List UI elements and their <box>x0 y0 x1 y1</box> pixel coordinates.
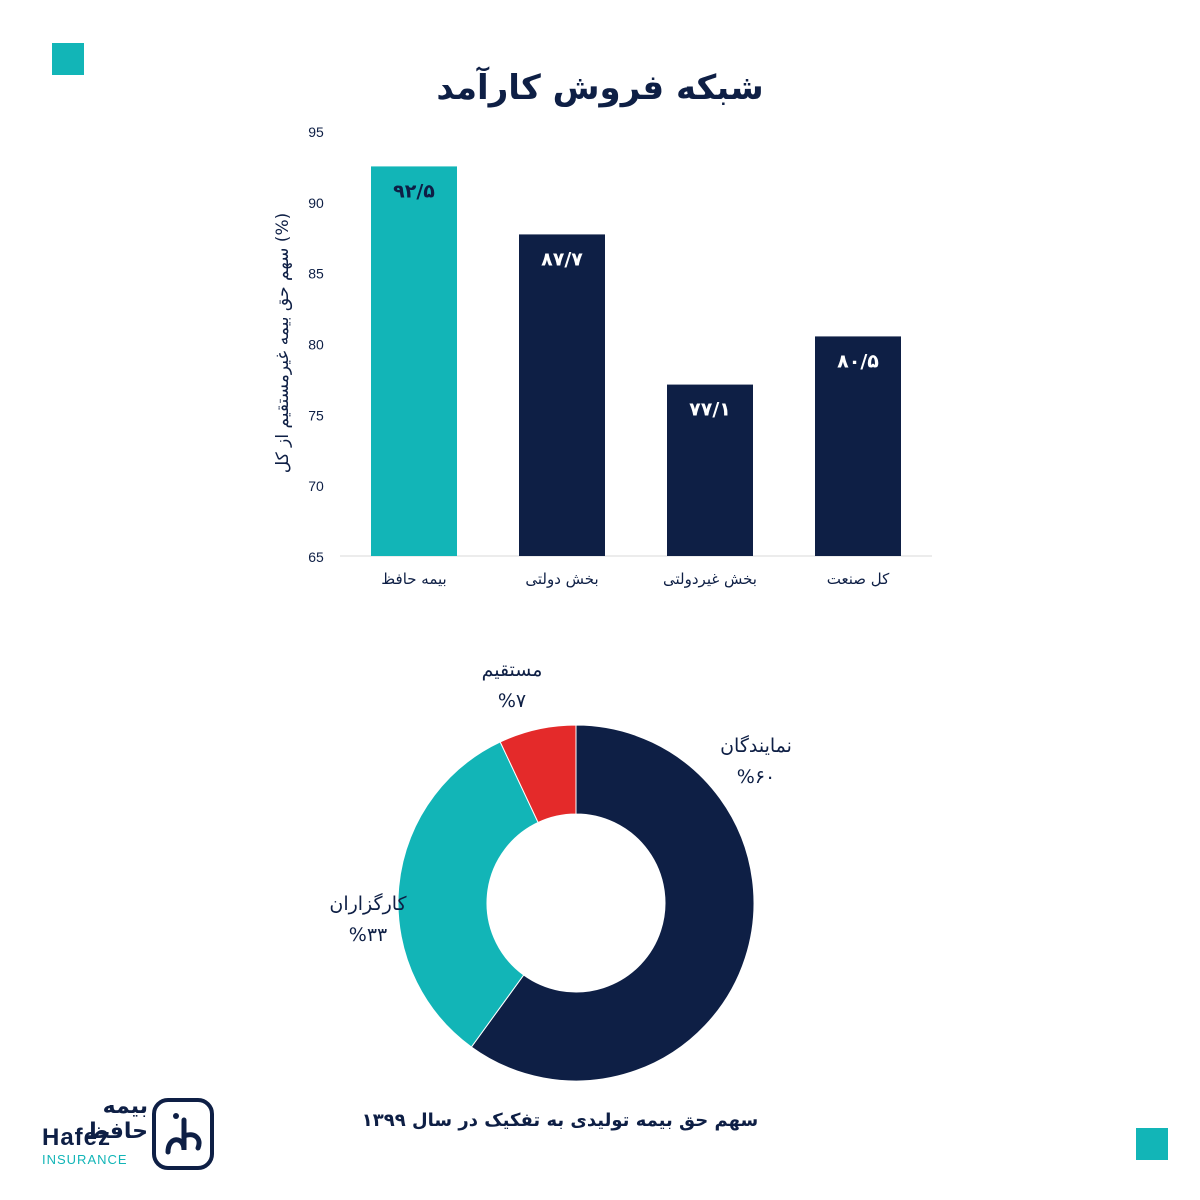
slice-label: مستقیم <box>482 659 543 681</box>
y-tick-label: 75 <box>308 407 324 423</box>
x-tick-label: کل صنعت <box>827 570 890 588</box>
donut-caption: سهم حق بیمه تولیدی به تفکیک در سال ۱۳۹۹ <box>361 1110 759 1131</box>
bar-data-label: ۸۰/۵ <box>837 350 879 372</box>
x-tick-label: بخش غیردولتی <box>663 570 757 588</box>
corner-square-top-left <box>52 43 84 75</box>
y-tick-label: 65 <box>308 549 324 565</box>
y-tick-label: 95 <box>308 124 324 140</box>
company-logo: بیمه حافظ Hafez INSURANCE <box>40 1090 220 1172</box>
y-tick-label: 90 <box>308 195 324 211</box>
bar <box>371 166 457 556</box>
bar-data-label: ۷۷/۱ <box>689 399 731 421</box>
y-tick-label: 85 <box>308 266 324 282</box>
slice-value-label: %۶۰ <box>737 766 775 788</box>
donut-slice <box>397 741 539 1048</box>
donut-slice <box>470 724 755 1082</box>
bar <box>815 336 901 556</box>
slice-label: نمایندگان <box>720 734 792 757</box>
corner-square-bottom-right <box>1136 1128 1168 1160</box>
bar-data-label: ۸۷/۷ <box>541 248 583 270</box>
slice-value-label: %۳۳ <box>349 924 387 946</box>
y-tick-label: 70 <box>308 478 324 494</box>
bar <box>519 234 605 556</box>
logo-persian-name: بیمه حافظ <box>85 1094 148 1144</box>
logo-english-name: Hafez <box>42 1124 112 1151</box>
donut-slice <box>499 724 577 824</box>
slice-value-label: %۷ <box>498 690 526 712</box>
y-axis-label: سهم حق بیمه غیرمستقیم از کل (%) <box>273 213 293 473</box>
y-tick-label: 80 <box>308 337 324 353</box>
bar-data-label: ۹۲/۵ <box>393 180 435 202</box>
page-title: شبکه فروش کارآمد <box>436 68 764 108</box>
bar <box>667 384 753 556</box>
bar-chart: 95 90 85 80 75 70 65 ۹۲/۵ ۸۷/۷ ۷۷/۱ ۸۰/۵ بیمه حاف… <box>273 124 932 588</box>
logo-subtitle: INSURANCE <box>42 1152 128 1167</box>
x-tick-label: بیمه حافظ <box>381 570 446 588</box>
logo-mark-icon <box>152 1098 214 1170</box>
slice-label: کارگزاران <box>329 892 407 915</box>
x-tick-label: بخش دولتی <box>525 570 598 588</box>
